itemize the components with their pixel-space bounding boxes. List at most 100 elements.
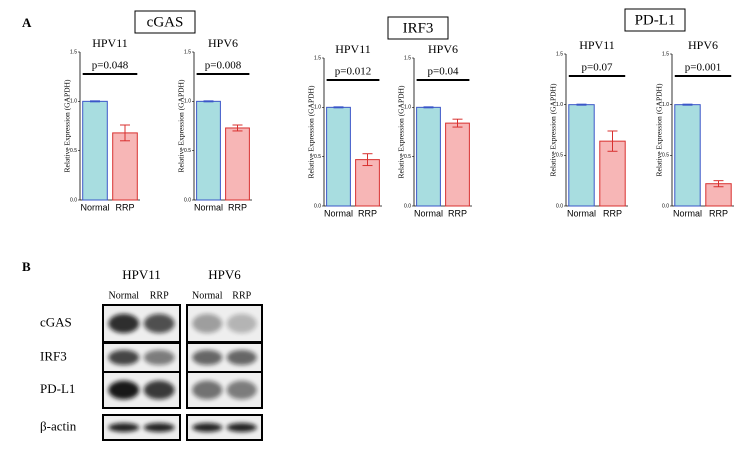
chart-title: HPV6 bbox=[428, 42, 458, 56]
y-tick-label: 1.5 bbox=[556, 51, 563, 57]
blot-band bbox=[192, 423, 223, 432]
bar bbox=[674, 104, 701, 207]
gene-box bbox=[134, 10, 196, 34]
y-tick-label: 0.0 bbox=[404, 203, 411, 209]
y-tick-label: 0.0 bbox=[314, 203, 321, 209]
bar bbox=[225, 127, 250, 201]
x-tick-label: Normal bbox=[414, 208, 443, 218]
blot-group-label: HPV6 bbox=[208, 267, 241, 282]
y-tick-label: 0.5 bbox=[556, 153, 563, 159]
bar bbox=[568, 104, 595, 207]
x-tick-label: RRP bbox=[709, 208, 728, 218]
p-value: p=0.001 bbox=[685, 62, 721, 74]
blot-lane-label: Normal bbox=[109, 290, 140, 301]
y-tick-label: 1.5 bbox=[662, 51, 669, 57]
blot-band bbox=[143, 349, 175, 366]
chart-title: HPV11 bbox=[579, 38, 615, 52]
blot-group-label: HPV11 bbox=[122, 267, 161, 282]
blot-row-label: PD-L1 bbox=[40, 381, 75, 396]
y-tick-label: 1.5 bbox=[70, 49, 77, 55]
gene-title: cGAS bbox=[147, 14, 184, 30]
y-axis-label: Relative Expression (GAPDH) bbox=[549, 83, 558, 176]
blot-lane-label: RRP bbox=[232, 290, 251, 301]
x-tick-label: Normal bbox=[567, 208, 596, 218]
y-tick-label: 0.0 bbox=[70, 197, 77, 203]
y-axis-label: Relative Expression (GAPDH) bbox=[177, 79, 186, 172]
blot-band bbox=[226, 423, 257, 432]
y-tick-label: 0.5 bbox=[314, 154, 321, 160]
y-axis-label: Relative Expression (GAPDH) bbox=[655, 83, 664, 176]
y-tick-label: 1.0 bbox=[404, 105, 411, 111]
y-tick-label: 0.0 bbox=[662, 203, 669, 209]
blot-band bbox=[192, 349, 223, 366]
x-tick-label: Normal bbox=[324, 208, 353, 218]
blot-band bbox=[192, 313, 223, 334]
blot-band bbox=[108, 423, 140, 432]
p-value: p=0.07 bbox=[582, 62, 613, 74]
y-axis-label: Relative Expression (GAPDH) bbox=[63, 79, 72, 172]
panel-label: A bbox=[22, 15, 32, 30]
blot-band bbox=[108, 313, 140, 334]
y-axis-label: Relative Expression (GAPDH) bbox=[307, 85, 316, 178]
x-tick-label: Normal bbox=[80, 202, 109, 212]
y-tick-label: 0.5 bbox=[404, 154, 411, 160]
p-value: p=0.048 bbox=[92, 60, 129, 72]
x-tick-label: RRP bbox=[228, 202, 247, 212]
bar bbox=[445, 122, 470, 207]
y-tick-label: 1.0 bbox=[556, 102, 563, 108]
y-tick-label: 0.5 bbox=[70, 148, 77, 154]
bar bbox=[82, 100, 108, 201]
y-tick-label: 1.0 bbox=[70, 99, 77, 105]
x-tick-label: RRP bbox=[358, 208, 377, 218]
p-value: p=0.04 bbox=[428, 66, 459, 78]
y-tick-label: 0.5 bbox=[184, 148, 191, 154]
blot-band bbox=[108, 380, 140, 400]
x-tick-label: RRP bbox=[603, 208, 622, 218]
blot-band bbox=[226, 380, 257, 400]
y-tick-label: 0.0 bbox=[556, 203, 563, 209]
chart-title: HPV11 bbox=[92, 36, 128, 50]
blot-band bbox=[226, 313, 257, 334]
bar bbox=[355, 159, 380, 207]
x-tick-label: RRP bbox=[448, 208, 467, 218]
y-tick-label: 1.0 bbox=[662, 102, 669, 108]
blot-band bbox=[192, 380, 223, 400]
blot-row-label: IRF3 bbox=[40, 348, 67, 363]
y-tick-label: 1.0 bbox=[314, 105, 321, 111]
gene-title: IRF3 bbox=[403, 20, 434, 36]
y-tick-label: 1.5 bbox=[314, 55, 321, 61]
blot-band bbox=[143, 380, 175, 400]
p-value: p=0.008 bbox=[205, 60, 242, 72]
blot-band bbox=[226, 349, 257, 366]
gene-box bbox=[387, 16, 449, 40]
gene-box bbox=[624, 8, 686, 32]
blot-band bbox=[143, 423, 175, 432]
y-axis-label: Relative Expression (GAPDH) bbox=[397, 85, 406, 178]
blot-lane-label: Normal bbox=[192, 290, 223, 301]
y-tick-label: 1.5 bbox=[404, 55, 411, 61]
y-tick-label: 1.0 bbox=[184, 99, 191, 105]
chart-title: HPV11 bbox=[335, 42, 371, 56]
p-value: p=0.012 bbox=[335, 66, 371, 78]
chart-title: HPV6 bbox=[208, 36, 238, 50]
blot-row-label: β-actin bbox=[40, 418, 77, 433]
bar bbox=[326, 106, 351, 207]
bar bbox=[112, 132, 138, 201]
x-tick-label: RRP bbox=[115, 202, 134, 212]
bar bbox=[416, 106, 441, 207]
blot-band bbox=[108, 349, 140, 366]
western-blot: HPV11 Normal RRP HPV6 Normal RRP cGAS IRF3 PD-L1… bbox=[40, 267, 263, 441]
blot-row-label: cGAS bbox=[40, 314, 72, 329]
x-tick-label: Normal bbox=[673, 208, 702, 218]
y-tick-label: 0.0 bbox=[184, 197, 191, 203]
gene-title: PD-L1 bbox=[635, 12, 676, 28]
chart-title: HPV6 bbox=[688, 38, 718, 52]
bar bbox=[599, 140, 626, 207]
blot-band bbox=[143, 313, 175, 334]
y-tick-label: 0.5 bbox=[662, 153, 669, 159]
blot-lane-label: RRP bbox=[150, 290, 169, 301]
bar bbox=[196, 100, 221, 201]
x-tick-label: Normal bbox=[194, 202, 223, 212]
panel-label: B bbox=[22, 259, 31, 274]
